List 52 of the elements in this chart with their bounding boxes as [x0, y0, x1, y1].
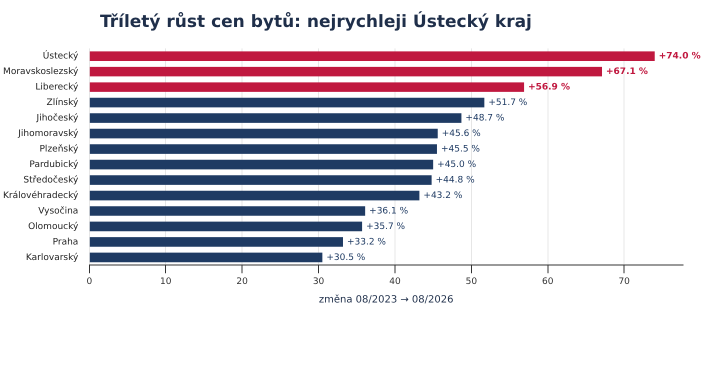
data-label: +36.1 % [369, 206, 409, 216]
bar [90, 144, 437, 154]
bar [90, 128, 438, 138]
x-tick-label: 0 [86, 276, 92, 287]
x-tick-label: 30 [312, 276, 325, 287]
y-tick-label: Jihomoravský [17, 128, 79, 139]
bar [90, 206, 366, 216]
bar [90, 113, 462, 123]
x-axis-title: změna 08/2023 → 08/2026 [318, 294, 454, 306]
y-tick-label: Královéhradecký [2, 190, 79, 201]
x-tick-label: 10 [160, 276, 172, 287]
y-tick-label: Liberecký [35, 81, 79, 92]
y-tick-label: Středočeský [23, 174, 79, 186]
y-tick-label: Praha [52, 237, 78, 248]
bar [90, 175, 432, 185]
y-tick-label: Ústecký [42, 49, 79, 62]
bar [90, 66, 602, 76]
bar [90, 252, 322, 262]
data-label: +44.8 % [436, 175, 476, 186]
y-tick-label: Jihočeský [36, 112, 79, 124]
data-label: +74.0 % [658, 51, 701, 62]
chart-title: Tříletý růst cen bytů: nejrychleji Ústecký kraj [100, 12, 532, 32]
x-tick-label: 20 [236, 276, 248, 287]
data-label: +45.6 % [442, 128, 482, 139]
x-tick-label: 50 [466, 276, 478, 287]
data-label: +35.7 % [366, 222, 406, 232]
y-tick-label: Vysočina [38, 205, 78, 216]
x-tick-label: 70 [618, 276, 630, 287]
x-tick-label: 40 [389, 276, 401, 287]
data-label: +30.5 % [326, 252, 366, 263]
data-label: +67.1 % [606, 66, 648, 77]
data-label: +45.0 % [437, 160, 477, 170]
data-label: +45.5 % [440, 144, 480, 154]
data-label: +56.9 % [528, 82, 570, 92]
y-tick-label: Karlovarský [26, 252, 79, 263]
bar [90, 51, 655, 61]
y-tick-label: Zlínský [46, 96, 79, 108]
bar [90, 237, 343, 247]
bar [90, 190, 420, 200]
y-tick-label: Moravskoslezský [3, 66, 79, 77]
bar [90, 160, 434, 170]
bar [90, 98, 484, 108]
data-label: +48.7 % [465, 113, 505, 124]
y-tick-label: Plzeňský [40, 143, 79, 154]
x-tick-label: 60 [542, 276, 554, 287]
y-tick-label: Olomoucký [28, 220, 79, 232]
data-label: +51.7 % [488, 98, 528, 108]
bar [90, 82, 524, 92]
data-label: +43.2 % [423, 190, 463, 201]
bar [90, 222, 362, 232]
data-label: +33.2 % [346, 237, 386, 248]
y-tick-label: Pardubický [29, 158, 79, 170]
